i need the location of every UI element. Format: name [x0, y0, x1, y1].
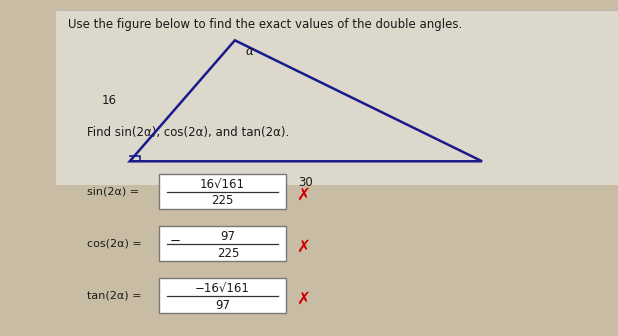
Text: α: α — [246, 45, 254, 58]
Text: sin(2α) =: sin(2α) = — [87, 186, 138, 197]
Text: ✗: ✗ — [296, 186, 310, 204]
Text: ✗: ✗ — [296, 290, 310, 308]
Text: Use the figure below to find the exact values of the double angles.: Use the figure below to find the exact v… — [68, 18, 462, 32]
Text: tan(2α) =: tan(2α) = — [87, 291, 141, 301]
Text: Find sin(2α), cos(2α), and tan(2α).: Find sin(2α), cos(2α), and tan(2α). — [87, 126, 289, 139]
Text: 16: 16 — [101, 94, 116, 107]
Text: −16√161: −16√161 — [195, 283, 250, 295]
FancyBboxPatch shape — [159, 174, 286, 209]
FancyBboxPatch shape — [159, 278, 286, 313]
FancyBboxPatch shape — [159, 226, 286, 261]
Text: cos(2α) =: cos(2α) = — [87, 239, 142, 249]
Text: 97: 97 — [215, 299, 230, 311]
Text: 97: 97 — [221, 230, 235, 243]
Text: 225: 225 — [217, 247, 239, 259]
Text: 30: 30 — [298, 176, 313, 190]
Text: −: − — [170, 236, 181, 248]
Bar — [56, 10, 618, 185]
Text: ✗: ✗ — [296, 238, 310, 256]
Text: 225: 225 — [211, 195, 234, 207]
Text: 16√161: 16√161 — [200, 178, 245, 191]
